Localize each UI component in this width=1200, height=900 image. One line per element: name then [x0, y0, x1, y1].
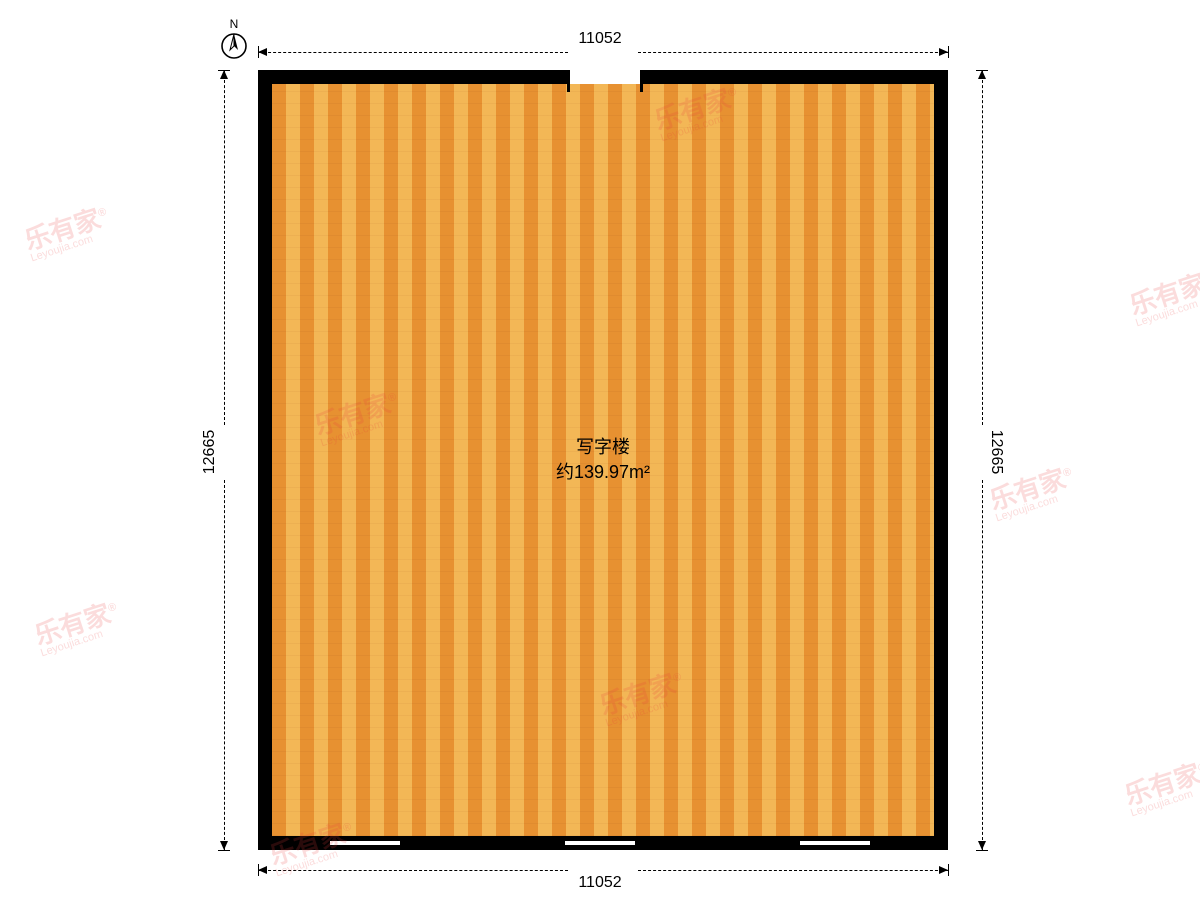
compass-label: N — [220, 18, 248, 30]
dim-arrow — [978, 841, 986, 850]
dim-arrow — [939, 48, 948, 56]
watermark: 乐有家®Leyoujia.com — [21, 203, 114, 265]
window-mark — [800, 840, 870, 846]
watermark: 乐有家®Leyoujia.com — [31, 598, 124, 660]
dimension-bottom: 11052 — [578, 874, 621, 892]
dim-line-right-upper — [982, 70, 983, 425]
dimension-left: 12665 — [201, 430, 219, 475]
dimension-right: 12665 — [987, 430, 1005, 475]
dim-line-bottom-left — [258, 870, 568, 871]
door-jamb — [567, 70, 570, 92]
compass-icon — [220, 32, 248, 60]
dim-arrow — [258, 866, 267, 874]
window-mark — [565, 840, 635, 846]
dim-line-top-left — [258, 52, 568, 53]
dim-tick — [948, 46, 949, 58]
dim-tick — [948, 864, 949, 876]
dim-line-top-right — [638, 52, 948, 53]
dim-arrow — [978, 70, 986, 79]
room-name: 写字楼 — [556, 435, 650, 460]
dim-line-left-upper — [224, 70, 225, 425]
dim-arrow — [220, 70, 228, 79]
wall-segment — [258, 70, 570, 84]
watermark: 乐有家®Leyoujia.com — [1126, 268, 1200, 330]
wall-segment — [258, 70, 272, 850]
dim-arrow — [220, 841, 228, 850]
compass: N — [220, 18, 248, 65]
dim-arrow — [258, 48, 267, 56]
dim-line-right-lower — [982, 480, 983, 850]
dim-tick — [976, 850, 988, 851]
wall-segment — [640, 70, 948, 84]
room-label: 写字楼 约139.97m² — [556, 435, 650, 485]
dim-line-bottom-right — [638, 870, 948, 871]
room-area: 约139.97m² — [556, 460, 650, 485]
room-office: 写字楼 约139.97m² — [258, 70, 948, 850]
door-jamb — [640, 70, 643, 92]
watermark: 乐有家®Leyoujia.com — [1121, 758, 1200, 820]
floorplan-canvas: N 11052 11052 12665 12665 — [0, 0, 1200, 900]
dim-tick — [218, 850, 230, 851]
dim-line-left-lower — [224, 480, 225, 850]
dimension-top: 11052 — [578, 30, 621, 48]
window-mark — [330, 840, 400, 846]
dim-arrow — [939, 866, 948, 874]
wall-segment — [934, 70, 948, 850]
